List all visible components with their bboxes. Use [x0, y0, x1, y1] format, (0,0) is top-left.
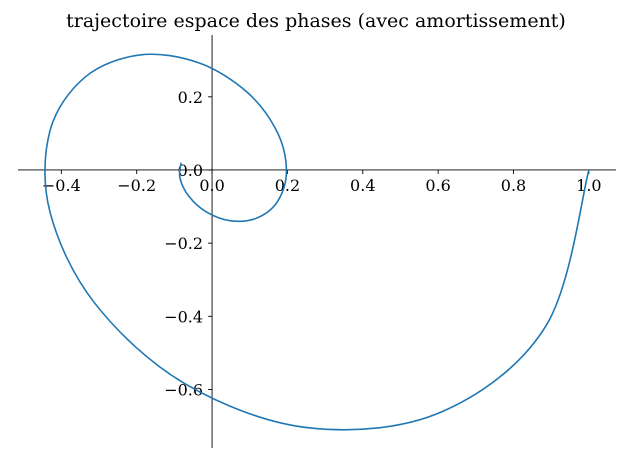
trajectory-line	[44, 53, 590, 431]
series-layer	[44, 53, 590, 431]
y-tick-label: 0.2	[178, 88, 203, 107]
x-tick-label: 0.0	[199, 176, 224, 195]
y-tick-label: −0.4	[164, 307, 203, 326]
x-tick-label: 0.4	[350, 176, 375, 195]
x-tick-label: 0.8	[501, 176, 526, 195]
x-tick-label: 0.6	[425, 176, 450, 195]
x-tick-label: 1.0	[576, 176, 601, 195]
x-tick-label: 0.2	[275, 176, 300, 195]
y-tick-label: −0.2	[164, 234, 203, 253]
x-tick-label: −0.2	[117, 176, 156, 195]
y-tick-label: −0.6	[164, 380, 203, 399]
y-tick-label: 0.0	[178, 161, 203, 180]
chart-title: trajectoire espace des phases (avec amor…	[66, 10, 566, 32]
axes: −0.4 −0.2 0.0 0.2 0.4 0.6 0.8 1.0 −0.6 −0.4 −0.2 0.…	[18, 35, 616, 448]
x-tick-label: −0.4	[42, 176, 81, 195]
